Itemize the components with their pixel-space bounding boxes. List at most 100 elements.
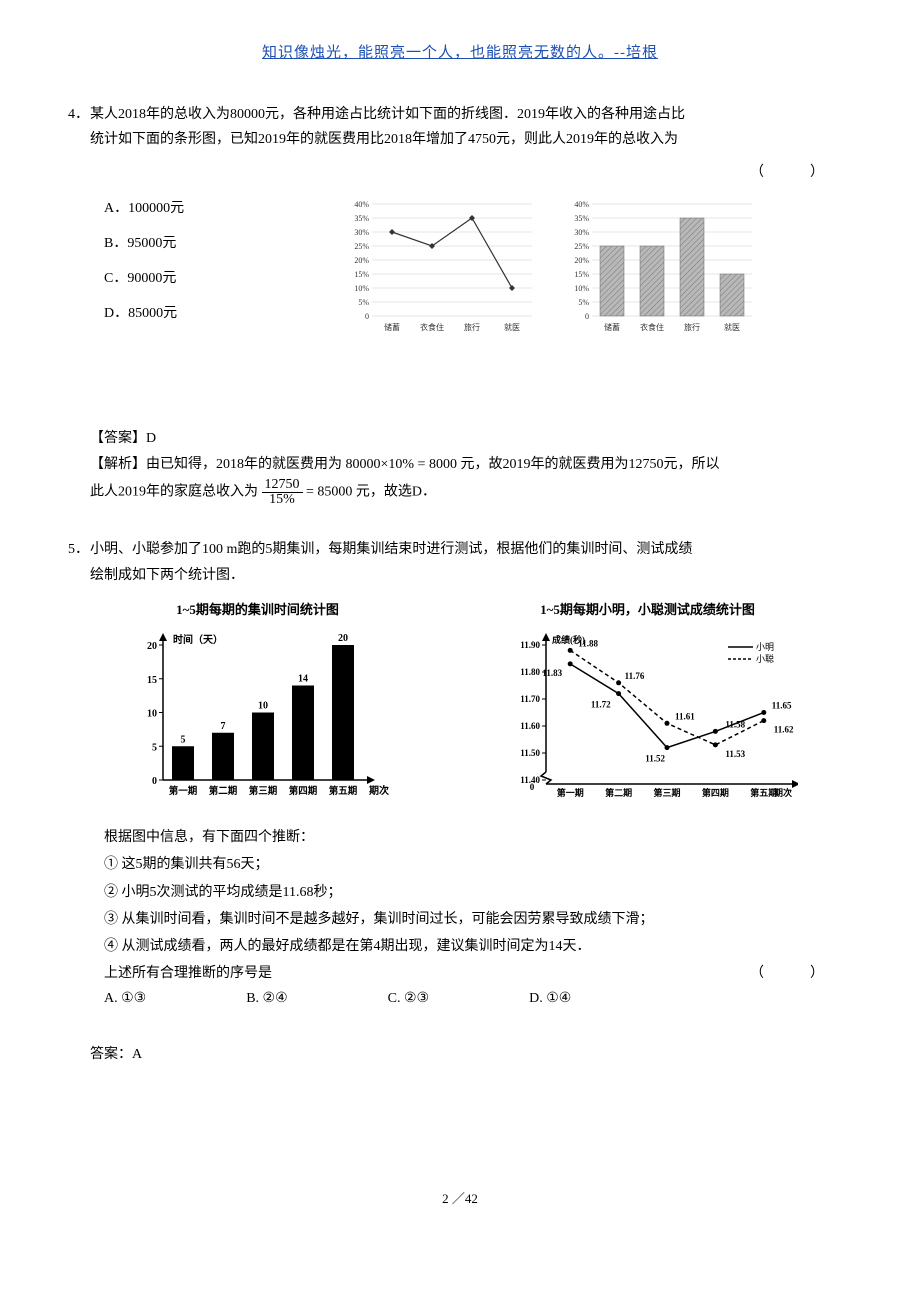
q5-line-chart: 成绩(秒)期次011.4011.5011.6011.7011.8011.90小明… <box>498 625 798 805</box>
svg-text:第二期: 第二期 <box>605 787 632 798</box>
svg-text:40%: 40% <box>354 200 369 209</box>
svg-text:15%: 15% <box>354 270 369 279</box>
svg-text:14: 14 <box>298 674 308 685</box>
question-5: 5． 小明、小聪参加了100 m跑的5期集训，每期集训结束时进行测试，根据他们的… <box>90 537 830 1011</box>
q5-chart2-wrap: 1~5期每期小明，小聪测试成绩统计图 成绩(秒)期次011.4011.5011.… <box>498 598 798 805</box>
svg-text:0: 0 <box>365 312 369 321</box>
svg-text:10%: 10% <box>354 284 369 293</box>
q5-number: 5． <box>68 537 89 562</box>
svg-text:30%: 30% <box>354 228 369 237</box>
svg-text:11.88: 11.88 <box>578 639 598 649</box>
svg-text:25%: 25% <box>354 242 369 251</box>
svg-text:0: 0 <box>585 312 589 321</box>
svg-text:11.50: 11.50 <box>520 748 540 758</box>
q5-conclusion: 上述所有合理推断的序号是 <box>104 966 272 981</box>
q5-s2: ② 小明5次测试的平均成绩是11.68秒； <box>104 880 830 905</box>
svg-text:15%: 15% <box>574 270 589 279</box>
svg-text:第一期: 第一期 <box>556 787 583 798</box>
q5-paren: （ ） <box>750 961 830 986</box>
q4-paren: （ ） <box>750 160 830 185</box>
q5-s4: ④ 从测试成绩看，两人的最好成绩都是在第4期出现，建议集训时间定为14天． <box>104 934 830 959</box>
svg-text:11.58: 11.58 <box>725 720 745 730</box>
q5-s1: ① 这5期的集训共有56天； <box>104 852 830 877</box>
svg-text:11.61: 11.61 <box>675 712 695 722</box>
svg-text:35%: 35% <box>574 214 589 223</box>
svg-text:11.40: 11.40 <box>520 775 540 785</box>
svg-text:第四期: 第四期 <box>701 787 728 798</box>
answer-4: 【答案】D 【解析】由已知得，2018年的就医费用为 80000×10% = 8… <box>90 426 830 507</box>
frac-den: 15% <box>266 492 298 507</box>
q5-opt-a[interactable]: A. ①③ <box>104 986 146 1011</box>
svg-text:7: 7 <box>220 721 225 732</box>
q5-chart2-title: 1~5期每期小明，小聪测试成绩统计图 <box>498 598 798 621</box>
q5-chart1-wrap: 1~5期每期的集训时间统计图 时间（天）期次0510152057101420第一… <box>123 598 393 805</box>
svg-text:第四期: 第四期 <box>288 785 317 797</box>
svg-text:30%: 30% <box>574 228 589 237</box>
q5-options: A. ①③ B. ②④ C. ②③ D. ①④ <box>104 986 830 1011</box>
q4-number: 4． <box>68 102 89 127</box>
ans4-value: D <box>146 431 156 446</box>
svg-text:时间（天）: 时间（天） <box>173 633 223 646</box>
ans5-label: 答案： <box>90 1047 132 1062</box>
svg-text:11.70: 11.70 <box>520 694 540 704</box>
svg-text:5%: 5% <box>358 298 369 307</box>
q5-chart1-title: 1~5期每期的集训时间统计图 <box>123 598 393 621</box>
ans5-value: A <box>132 1047 142 1062</box>
svg-text:10: 10 <box>147 709 157 720</box>
fraction: 12750 15% <box>262 477 303 508</box>
svg-text:衣食住: 衣食住 <box>640 322 664 332</box>
q5-opt-c[interactable]: C. ②③ <box>388 986 429 1011</box>
svg-text:旅行: 旅行 <box>464 322 480 332</box>
svg-text:11.60: 11.60 <box>520 721 540 731</box>
q4-text-line1: 某人2018年的总收入为80000元，各种用途占比统计如下面的折线图．2019年… <box>90 107 685 122</box>
svg-text:第五期: 第五期 <box>750 787 777 798</box>
svg-text:第五期: 第五期 <box>328 785 357 797</box>
svg-text:20%: 20% <box>574 256 589 265</box>
svg-text:11.65: 11.65 <box>771 701 791 711</box>
q5-text-line2: 绘制成如下两个统计图． <box>90 568 244 583</box>
ans4-label: 【答案】 <box>90 431 146 446</box>
svg-text:11.72: 11.72 <box>590 700 610 710</box>
q4-line-chart: 0 5% 10% 15% 20% 25% 30% 35% 40% 储蓄 衣食住 旅行 就医 <box>340 196 540 336</box>
svg-text:10%: 10% <box>574 284 589 293</box>
svg-text:期次: 期次 <box>369 784 389 797</box>
q5-opt-d[interactable]: D. ①④ <box>529 986 571 1011</box>
q5-opt-b[interactable]: B. ②④ <box>246 986 287 1011</box>
svg-text:0: 0 <box>152 776 157 787</box>
svg-text:35%: 35% <box>354 214 369 223</box>
svg-text:15: 15 <box>147 675 157 686</box>
svg-text:11.90: 11.90 <box>520 640 540 650</box>
question-4: 4． 某人2018年的总收入为80000元，各种用途占比统计如下面的折线图．20… <box>90 102 830 336</box>
q5-text-line1: 小明、小聪参加了100 m跑的5期集训，每期集训结束时进行测试，根据他们的集训时… <box>90 542 692 557</box>
svg-text:小聪: 小聪 <box>756 653 774 664</box>
svg-text:11.83: 11.83 <box>542 668 562 678</box>
svg-text:5%: 5% <box>578 298 589 307</box>
svg-text:第三期: 第三期 <box>653 787 680 798</box>
svg-text:衣食住: 衣食住 <box>420 322 444 332</box>
svg-text:20: 20 <box>147 641 157 652</box>
q4-text-line2: 统计如下面的条形图，已知2019年的就医费用比2018年增加了4750元，则此人… <box>90 132 678 147</box>
svg-text:就医: 就医 <box>724 322 740 332</box>
svg-text:25%: 25% <box>574 242 589 251</box>
q4-bar-chart: 05%10%15%20%25%30%35%40%储蓄衣食住旅行就医 <box>560 196 760 336</box>
svg-text:20: 20 <box>338 633 348 644</box>
q5-s3: ③ 从集训时间看，集训时间不是越多越好，集训时间过长，可能会因劳累导致成绩下滑； <box>104 907 830 932</box>
header-quote: 知识像烛光，能照亮一个人，也能照亮无数的人。--培根 <box>90 40 830 67</box>
svg-text:储蓄: 储蓄 <box>384 322 400 332</box>
q5-statements: ① 这5期的集训共有56天； ② 小明5次测试的平均成绩是11.68秒； ③ 从… <box>104 852 830 959</box>
q5-intro: 根据图中信息，有下面四个推断： <box>104 825 830 850</box>
svg-text:20%: 20% <box>354 256 369 265</box>
svg-text:就医: 就医 <box>504 322 520 332</box>
frac-num: 12750 <box>262 477 303 493</box>
ans4-exp-2b: = 85000 元，故选D． <box>306 484 436 499</box>
svg-text:5: 5 <box>152 742 157 753</box>
svg-text:小明: 小明 <box>756 642 774 652</box>
svg-text:第二期: 第二期 <box>208 785 237 797</box>
ans4-exp-label: 【解析】 <box>90 457 146 472</box>
svg-text:11.62: 11.62 <box>773 725 793 735</box>
svg-text:11.52: 11.52 <box>645 754 665 764</box>
ans4-exp-2a: 此人2019年的家庭总收入为 <box>90 484 258 499</box>
page-number: 2 ／42 <box>90 1187 830 1210</box>
svg-text:第一期: 第一期 <box>168 785 197 797</box>
answer-5: 答案：A <box>90 1042 830 1067</box>
